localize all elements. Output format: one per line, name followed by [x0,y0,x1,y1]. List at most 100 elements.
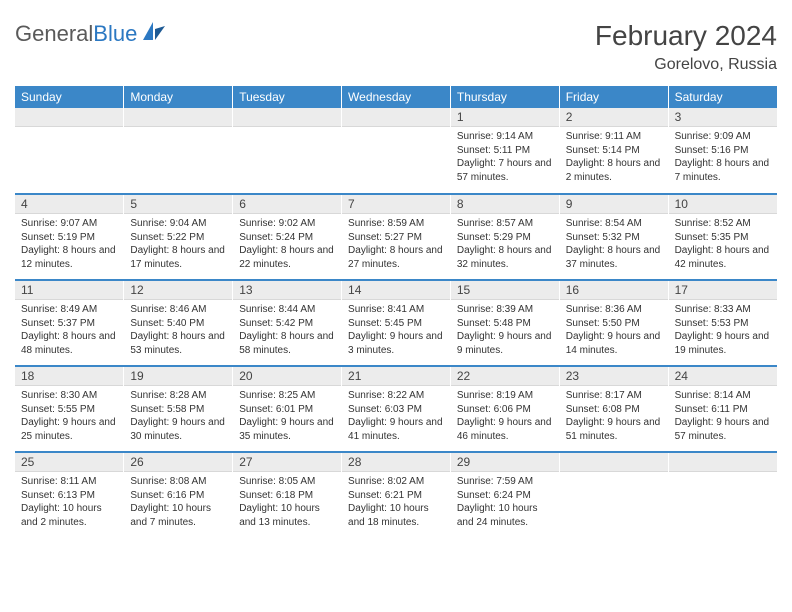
day-number: 12 [124,281,232,300]
daylight-text: Daylight: 9 hours and 46 minutes. [457,416,553,443]
day-body: Sunrise: 8:44 AMSunset: 5:42 PMDaylight:… [233,300,341,360]
calendar-day-cell: 5Sunrise: 9:04 AMSunset: 5:22 PMDaylight… [124,194,233,280]
day-body: Sunrise: 9:04 AMSunset: 5:22 PMDaylight:… [124,214,232,274]
daylight-text: Daylight: 9 hours and 14 minutes. [566,330,662,357]
daylight-text: Daylight: 9 hours and 35 minutes. [239,416,335,443]
sunset-text: Sunset: 5:37 PM [21,317,117,331]
sunset-text: Sunset: 5:35 PM [675,231,771,245]
sunrise-text: Sunrise: 8:11 AM [21,475,117,489]
calendar-day-cell [668,452,777,538]
sunrise-text: Sunrise: 8:02 AM [348,475,444,489]
brand-part1: General [15,21,93,46]
day-number: 22 [451,367,559,386]
daylight-text: Daylight: 8 hours and 17 minutes. [130,244,226,271]
calendar-body: 1Sunrise: 9:14 AMSunset: 5:11 PMDaylight… [15,108,777,538]
calendar-day-cell: 24Sunrise: 8:14 AMSunset: 6:11 PMDayligh… [668,366,777,452]
calendar-day-cell: 27Sunrise: 8:05 AMSunset: 6:18 PMDayligh… [233,452,342,538]
sunrise-text: Sunrise: 8:52 AM [675,217,771,231]
day-number: 9 [560,195,668,214]
sunset-text: Sunset: 5:50 PM [566,317,662,331]
day-body: Sunrise: 8:28 AMSunset: 5:58 PMDaylight:… [124,386,232,446]
sunrise-text: Sunrise: 8:57 AM [457,217,553,231]
day-number: 10 [669,195,777,214]
sunrise-text: Sunrise: 8:59 AM [348,217,444,231]
daylight-text: Daylight: 8 hours and 48 minutes. [21,330,117,357]
day-body: Sunrise: 8:54 AMSunset: 5:32 PMDaylight:… [560,214,668,274]
daylight-text: Daylight: 9 hours and 9 minutes. [457,330,553,357]
calendar-day-cell: 23Sunrise: 8:17 AMSunset: 6:08 PMDayligh… [559,366,668,452]
calendar-day-cell: 19Sunrise: 8:28 AMSunset: 5:58 PMDayligh… [124,366,233,452]
sunrise-text: Sunrise: 8:54 AM [566,217,662,231]
daylight-text: Daylight: 8 hours and 32 minutes. [457,244,553,271]
sunset-text: Sunset: 5:22 PM [130,231,226,245]
sunrise-text: Sunrise: 8:46 AM [130,303,226,317]
daylight-text: Daylight: 8 hours and 12 minutes. [21,244,117,271]
sunset-text: Sunset: 6:18 PM [239,489,335,503]
daylight-text: Daylight: 8 hours and 37 minutes. [566,244,662,271]
calendar-day-cell: 3Sunrise: 9:09 AMSunset: 5:16 PMDaylight… [668,108,777,194]
weekday-header: Thursday [450,86,559,108]
day-number: 6 [233,195,341,214]
calendar-day-cell [342,108,451,194]
daylight-text: Daylight: 10 hours and 13 minutes. [239,502,335,529]
day-body: Sunrise: 8:39 AMSunset: 5:48 PMDaylight:… [451,300,559,360]
day-number: 15 [451,281,559,300]
calendar-week-row: 1Sunrise: 9:14 AMSunset: 5:11 PMDaylight… [15,108,777,194]
day-body: Sunrise: 8:52 AMSunset: 5:35 PMDaylight:… [669,214,777,274]
weekday-header: Wednesday [342,86,451,108]
calendar-table: Sunday Monday Tuesday Wednesday Thursday… [15,86,777,538]
daylight-text: Daylight: 9 hours and 30 minutes. [130,416,226,443]
sunrise-text: Sunrise: 7:59 AM [457,475,553,489]
calendar-day-cell: 11Sunrise: 8:49 AMSunset: 5:37 PMDayligh… [15,280,124,366]
day-body: Sunrise: 8:17 AMSunset: 6:08 PMDaylight:… [560,386,668,446]
sunset-text: Sunset: 5:55 PM [21,403,117,417]
sunrise-text: Sunrise: 9:11 AM [566,130,662,144]
daylight-text: Daylight: 7 hours and 57 minutes. [457,157,553,184]
weekday-header: Saturday [668,86,777,108]
day-number-blank [233,108,341,127]
sunset-text: Sunset: 6:11 PM [675,403,771,417]
day-body: Sunrise: 8:02 AMSunset: 6:21 PMDaylight:… [342,472,450,532]
day-number: 24 [669,367,777,386]
daylight-text: Daylight: 9 hours and 41 minutes. [348,416,444,443]
day-number: 23 [560,367,668,386]
brand-logo: GeneralBlue [15,20,167,47]
day-body: Sunrise: 8:22 AMSunset: 6:03 PMDaylight:… [342,386,450,446]
sunrise-text: Sunrise: 8:33 AM [675,303,771,317]
day-number: 29 [451,453,559,472]
sunset-text: Sunset: 6:08 PM [566,403,662,417]
day-number: 1 [451,108,559,127]
daylight-text: Daylight: 8 hours and 27 minutes. [348,244,444,271]
sunset-text: Sunset: 5:24 PM [239,231,335,245]
sunset-text: Sunset: 6:03 PM [348,403,444,417]
calendar-week-row: 11Sunrise: 8:49 AMSunset: 5:37 PMDayligh… [15,280,777,366]
sunset-text: Sunset: 6:21 PM [348,489,444,503]
sunset-text: Sunset: 5:29 PM [457,231,553,245]
sunset-text: Sunset: 6:01 PM [239,403,335,417]
calendar-day-cell: 15Sunrise: 8:39 AMSunset: 5:48 PMDayligh… [450,280,559,366]
day-number-blank [15,108,123,127]
day-number: 19 [124,367,232,386]
day-number: 13 [233,281,341,300]
day-body: Sunrise: 8:33 AMSunset: 5:53 PMDaylight:… [669,300,777,360]
brand-part2: Blue [93,21,137,46]
calendar-day-cell: 21Sunrise: 8:22 AMSunset: 6:03 PMDayligh… [342,366,451,452]
sunset-text: Sunset: 6:06 PM [457,403,553,417]
calendar-day-cell: 14Sunrise: 8:41 AMSunset: 5:45 PMDayligh… [342,280,451,366]
sunrise-text: Sunrise: 8:28 AM [130,389,226,403]
sunset-text: Sunset: 5:14 PM [566,144,662,158]
day-body: Sunrise: 8:41 AMSunset: 5:45 PMDaylight:… [342,300,450,360]
daylight-text: Daylight: 9 hours and 3 minutes. [348,330,444,357]
weekday-header: Sunday [15,86,124,108]
day-number: 25 [15,453,123,472]
day-number: 8 [451,195,559,214]
sunrise-text: Sunrise: 9:04 AM [130,217,226,231]
calendar-day-cell: 9Sunrise: 8:54 AMSunset: 5:32 PMDaylight… [559,194,668,280]
sunset-text: Sunset: 5:40 PM [130,317,226,331]
weekday-header: Friday [559,86,668,108]
calendar-day-cell [15,108,124,194]
sunrise-text: Sunrise: 8:17 AM [566,389,662,403]
page-title: February 2024 [595,20,777,52]
weekday-header: Monday [124,86,233,108]
daylight-text: Daylight: 9 hours and 25 minutes. [21,416,117,443]
